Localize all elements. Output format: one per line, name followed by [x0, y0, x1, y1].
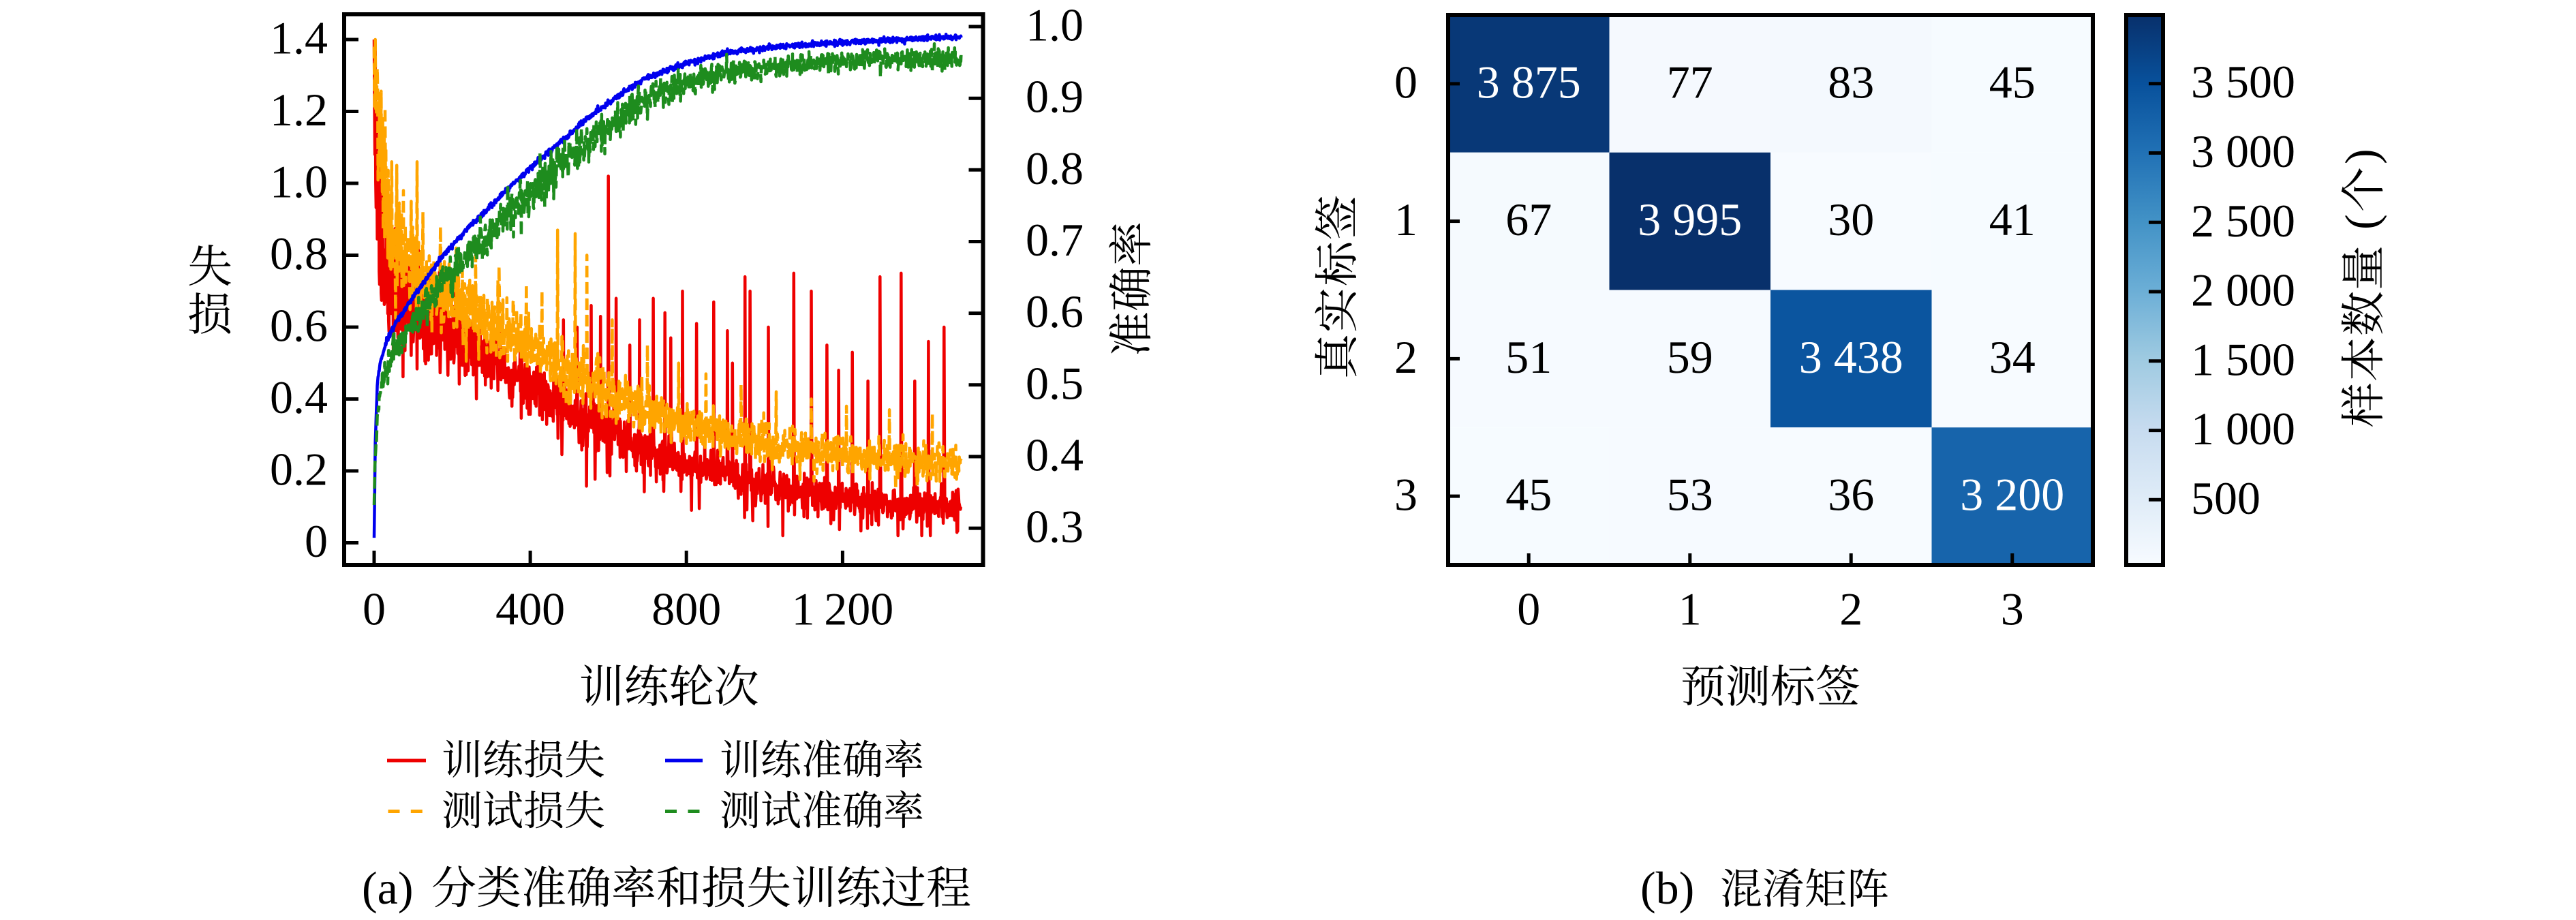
svg-text:(b): (b)	[1640, 862, 1694, 914]
svg-text:45: 45	[1989, 56, 2036, 108]
svg-text:0: 0	[1517, 583, 1540, 635]
svg-text:53: 53	[1667, 469, 1713, 521]
svg-text:0.4: 0.4	[1026, 429, 1084, 481]
svg-text:45: 45	[1505, 469, 1552, 521]
svg-text:500: 500	[2191, 472, 2260, 524]
svg-text:3 438: 3 438	[1799, 331, 1903, 383]
svg-text:0.7: 0.7	[1026, 214, 1084, 266]
svg-text:1: 1	[1394, 194, 1417, 245]
svg-text:0.8: 0.8	[1026, 142, 1084, 194]
svg-text:3: 3	[1394, 469, 1417, 521]
svg-text:59: 59	[1667, 331, 1713, 383]
svg-text:(a): (a)	[362, 862, 413, 914]
svg-text:0.4: 0.4	[270, 371, 328, 423]
svg-text:1.0: 1.0	[1026, 0, 1084, 51]
svg-text:): )	[2335, 149, 2387, 164]
svg-text:1 200: 1 200	[792, 583, 894, 635]
svg-text:41: 41	[1989, 194, 2036, 245]
svg-text:2 000: 2 000	[2191, 264, 2295, 316]
svg-text:2 500: 2 500	[2191, 195, 2295, 247]
svg-text:36: 36	[1828, 469, 1874, 521]
svg-text:1.4: 1.4	[270, 12, 328, 64]
svg-text:77: 77	[1667, 56, 1713, 108]
svg-text:800: 800	[651, 583, 721, 635]
svg-text:3: 3	[2001, 583, 2024, 635]
svg-text:67: 67	[1505, 194, 1552, 245]
svg-text:0.6: 0.6	[1026, 286, 1084, 337]
svg-text:0.3: 0.3	[1026, 501, 1084, 553]
svg-text:0.9: 0.9	[1026, 71, 1084, 123]
svg-text:1 000: 1 000	[2191, 403, 2295, 455]
svg-text:400: 400	[495, 583, 565, 635]
svg-text:2: 2	[1394, 331, 1417, 383]
svg-text:3 875: 3 875	[1477, 56, 1581, 108]
svg-text:(: (	[2335, 214, 2387, 230]
svg-text:30: 30	[1828, 194, 1874, 245]
svg-text:3 000: 3 000	[2191, 125, 2295, 177]
svg-text:1.0: 1.0	[270, 156, 328, 208]
svg-text:0.5: 0.5	[1026, 357, 1084, 409]
svg-text:0.8: 0.8	[270, 228, 328, 279]
svg-text:0: 0	[1394, 56, 1417, 108]
svg-text:51: 51	[1505, 331, 1552, 383]
svg-text:34: 34	[1989, 331, 2036, 383]
svg-text:3 500: 3 500	[2191, 56, 2295, 108]
svg-text:1: 1	[1678, 583, 1702, 635]
svg-text:0.6: 0.6	[270, 300, 328, 352]
svg-text:83: 83	[1828, 56, 1874, 108]
svg-text:2: 2	[1839, 583, 1862, 635]
svg-text:0: 0	[363, 583, 386, 635]
svg-text:3 995: 3 995	[1638, 194, 1742, 245]
svg-text:3 200: 3 200	[1960, 469, 2064, 521]
svg-text:0: 0	[305, 515, 328, 567]
svg-text:1.2: 1.2	[270, 84, 328, 136]
svg-text:0.2: 0.2	[270, 444, 328, 495]
svg-text:1 500: 1 500	[2191, 333, 2295, 385]
